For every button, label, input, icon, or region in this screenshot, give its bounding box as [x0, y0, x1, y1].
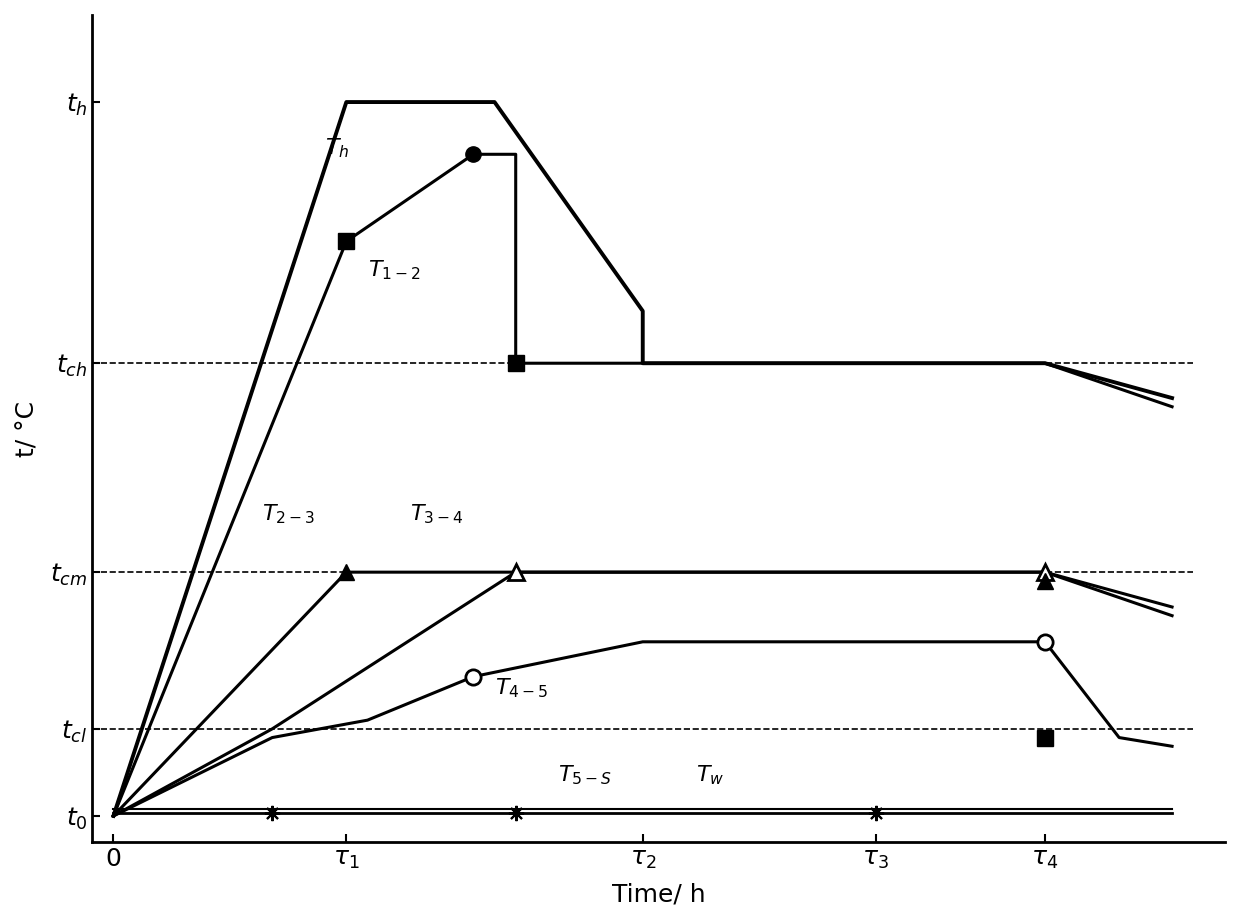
Text: $T_{3-4}$: $T_{3-4}$ — [410, 502, 464, 526]
Text: $T_w$: $T_w$ — [696, 764, 724, 787]
Y-axis label: t/ °C: t/ °C — [15, 401, 38, 457]
Text: $T_{4-5}$: $T_{4-5}$ — [495, 676, 548, 700]
Text: $T_{5-S}$: $T_{5-S}$ — [558, 764, 613, 787]
Text: $T_h$: $T_h$ — [325, 136, 350, 160]
X-axis label: Time/ h: Time/ h — [611, 882, 706, 906]
Text: $T_{2-3}$: $T_{2-3}$ — [262, 502, 315, 526]
Text: $T_{1-2}$: $T_{1-2}$ — [367, 258, 420, 282]
